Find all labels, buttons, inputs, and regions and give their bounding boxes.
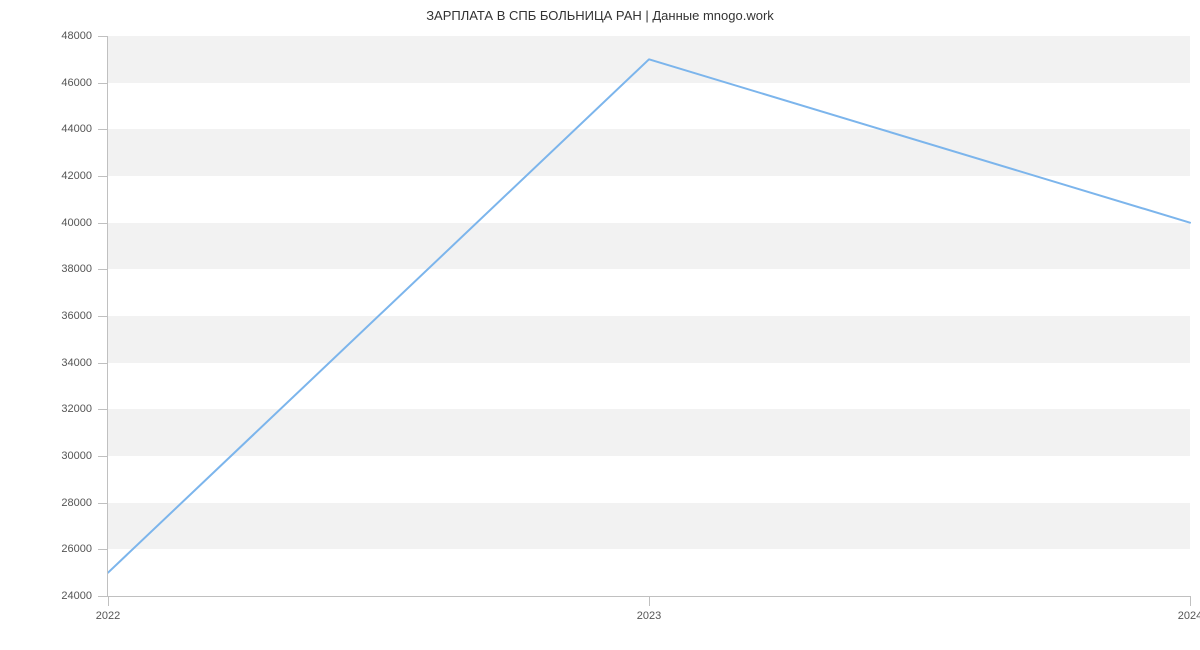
- y-tick-label: 38000: [61, 263, 92, 275]
- y-tick: [98, 549, 108, 550]
- y-tick: [98, 269, 108, 270]
- y-tick-label: 34000: [61, 357, 92, 369]
- y-tick-label: 24000: [61, 590, 92, 602]
- x-tick-label: 2023: [637, 610, 661, 622]
- y-tick: [98, 176, 108, 177]
- x-tick-label: 2022: [96, 610, 120, 622]
- y-tick-label: 44000: [61, 123, 92, 135]
- y-tick-label: 28000: [61, 497, 92, 509]
- plot-area: 2400026000280003000032000340003600038000…: [108, 36, 1190, 596]
- chart-title: ЗАРПЛАТА В СПБ БОЛЬНИЦА РАН | Данные mno…: [0, 8, 1200, 23]
- x-tick: [108, 596, 109, 606]
- y-tick: [98, 223, 108, 224]
- y-tick-label: 42000: [61, 170, 92, 182]
- y-tick: [98, 83, 108, 84]
- series-line: [108, 59, 1190, 572]
- chart-container: ЗАРПЛАТА В СПБ БОЛЬНИЦА РАН | Данные mno…: [0, 0, 1200, 650]
- y-tick-label: 30000: [61, 450, 92, 462]
- y-tick-label: 40000: [61, 217, 92, 229]
- y-tick-label: 36000: [61, 310, 92, 322]
- x-tick: [1190, 596, 1191, 606]
- y-tick: [98, 363, 108, 364]
- line-layer: [108, 36, 1190, 596]
- y-tick-label: 46000: [61, 77, 92, 89]
- y-tick: [98, 316, 108, 317]
- y-tick-label: 32000: [61, 403, 92, 415]
- y-tick: [98, 36, 108, 37]
- y-tick: [98, 456, 108, 457]
- y-tick: [98, 409, 108, 410]
- y-tick: [98, 596, 108, 597]
- y-tick-label: 26000: [61, 543, 92, 555]
- x-tick: [649, 596, 650, 606]
- y-tick-label: 48000: [61, 30, 92, 42]
- y-tick: [98, 129, 108, 130]
- y-tick: [98, 503, 108, 504]
- x-tick-label: 2024: [1178, 610, 1200, 622]
